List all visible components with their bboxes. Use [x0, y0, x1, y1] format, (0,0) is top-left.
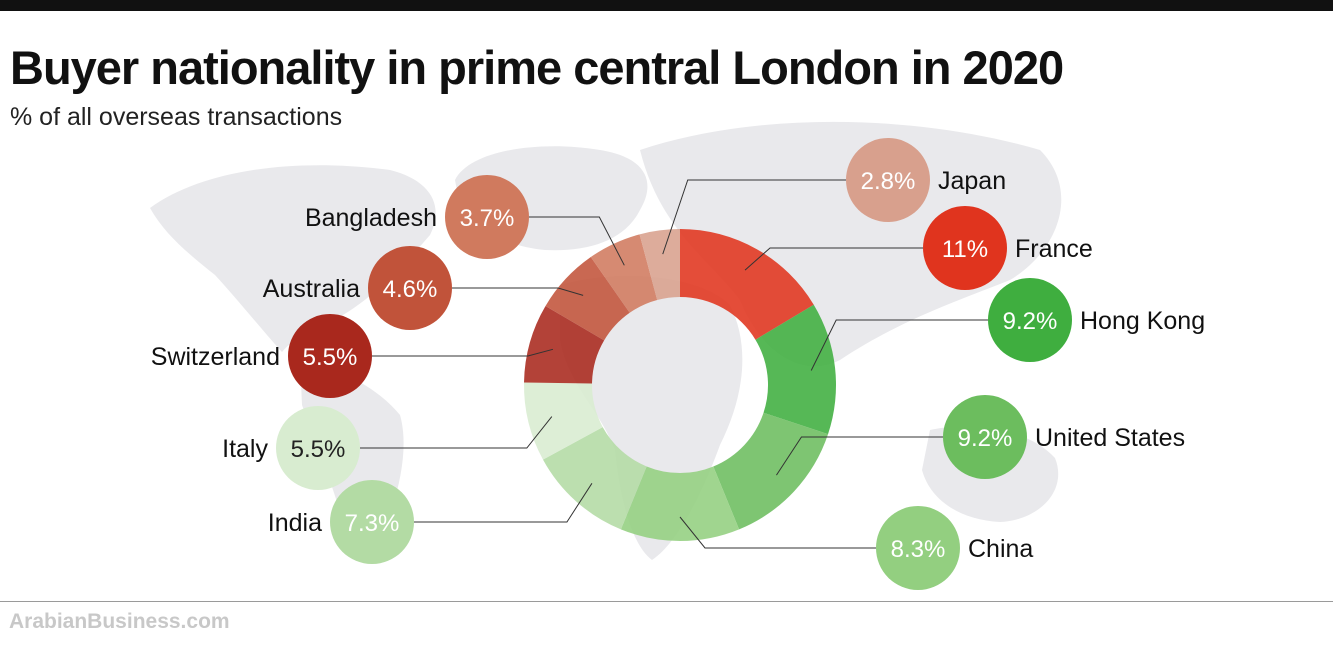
bubble-japan [846, 138, 930, 222]
slice-japan [639, 229, 680, 301]
value-label-france: 11% [942, 236, 988, 263]
category-label-united-states: United States [1035, 424, 1185, 452]
slice-china [620, 466, 740, 541]
category-label-italy: Italy [222, 435, 268, 463]
value-label-united-states: 9.2% [958, 425, 1013, 452]
value-label-china: 8.3% [891, 536, 946, 563]
bubble-hong-kong [988, 278, 1072, 362]
value-label-japan: 2.8% [861, 168, 916, 195]
bubble-italy [276, 406, 360, 490]
bubble-france [923, 206, 1007, 290]
category-label-china: China [968, 535, 1033, 563]
category-label-japan: Japan [938, 167, 1006, 195]
category-label-india: India [268, 509, 322, 537]
leader-line-japan [662, 179, 846, 255]
category-label-switzerland: Switzerland [151, 343, 280, 371]
top-bar [0, 0, 1333, 11]
chart-subtitle: % of all overseas transactions [10, 103, 343, 131]
value-label-italy: 5.5% [291, 436, 346, 463]
leader-line-italy [360, 416, 553, 449]
leader-lines [360, 179, 988, 549]
slice-switzerland [524, 305, 605, 384]
slice-bangladesh [590, 234, 658, 313]
bubble-bangladesh [445, 175, 529, 259]
slice-united-states [713, 412, 829, 530]
leader-line-hong-kong [810, 319, 988, 371]
footer-divider [0, 601, 1333, 602]
donut-slices [524, 229, 836, 541]
bubble-india [330, 480, 414, 564]
bubble-switzerland [288, 314, 372, 398]
slice-italy [524, 382, 603, 460]
value-label-india: 7.3% [345, 510, 400, 537]
slice-india [542, 427, 647, 530]
category-label-bangladesh: Bangladesh [305, 204, 437, 232]
leader-line-china [679, 516, 876, 549]
value-label-hong-kong: 9.2% [1003, 308, 1058, 335]
category-label-france: France [1015, 235, 1093, 263]
bubble-united-states [943, 395, 1027, 479]
category-label-australia: Australia [263, 275, 360, 303]
category-label-hong-kong: Hong Kong [1080, 307, 1205, 335]
value-label-bangladesh: 3.7% [460, 205, 515, 232]
bubble-china [876, 506, 960, 590]
slice-hong-kong [755, 304, 836, 435]
slice-france [680, 229, 814, 340]
map-landmass [150, 165, 436, 352]
leader-line-india [414, 483, 593, 523]
leader-line-switzerland [372, 348, 554, 357]
source-credit: ArabianBusiness.com [9, 610, 230, 633]
leader-line-france [744, 247, 923, 271]
slice-australia [545, 257, 630, 341]
value-label-australia: 4.6% [383, 276, 438, 303]
value-bubbles: 11% France 9.2% Hong Kong 9.2% United States 8… [151, 138, 1205, 590]
bubble-australia [368, 246, 452, 330]
chart-title: Buyer nationality in prime central Londo… [10, 41, 1064, 94]
leader-line-united-states [776, 436, 943, 476]
map-landmass [355, 201, 414, 249]
leader-line-australia [452, 287, 584, 296]
value-label-switzerland: 5.5% [303, 344, 358, 371]
leader-line-bangladesh [529, 216, 625, 266]
